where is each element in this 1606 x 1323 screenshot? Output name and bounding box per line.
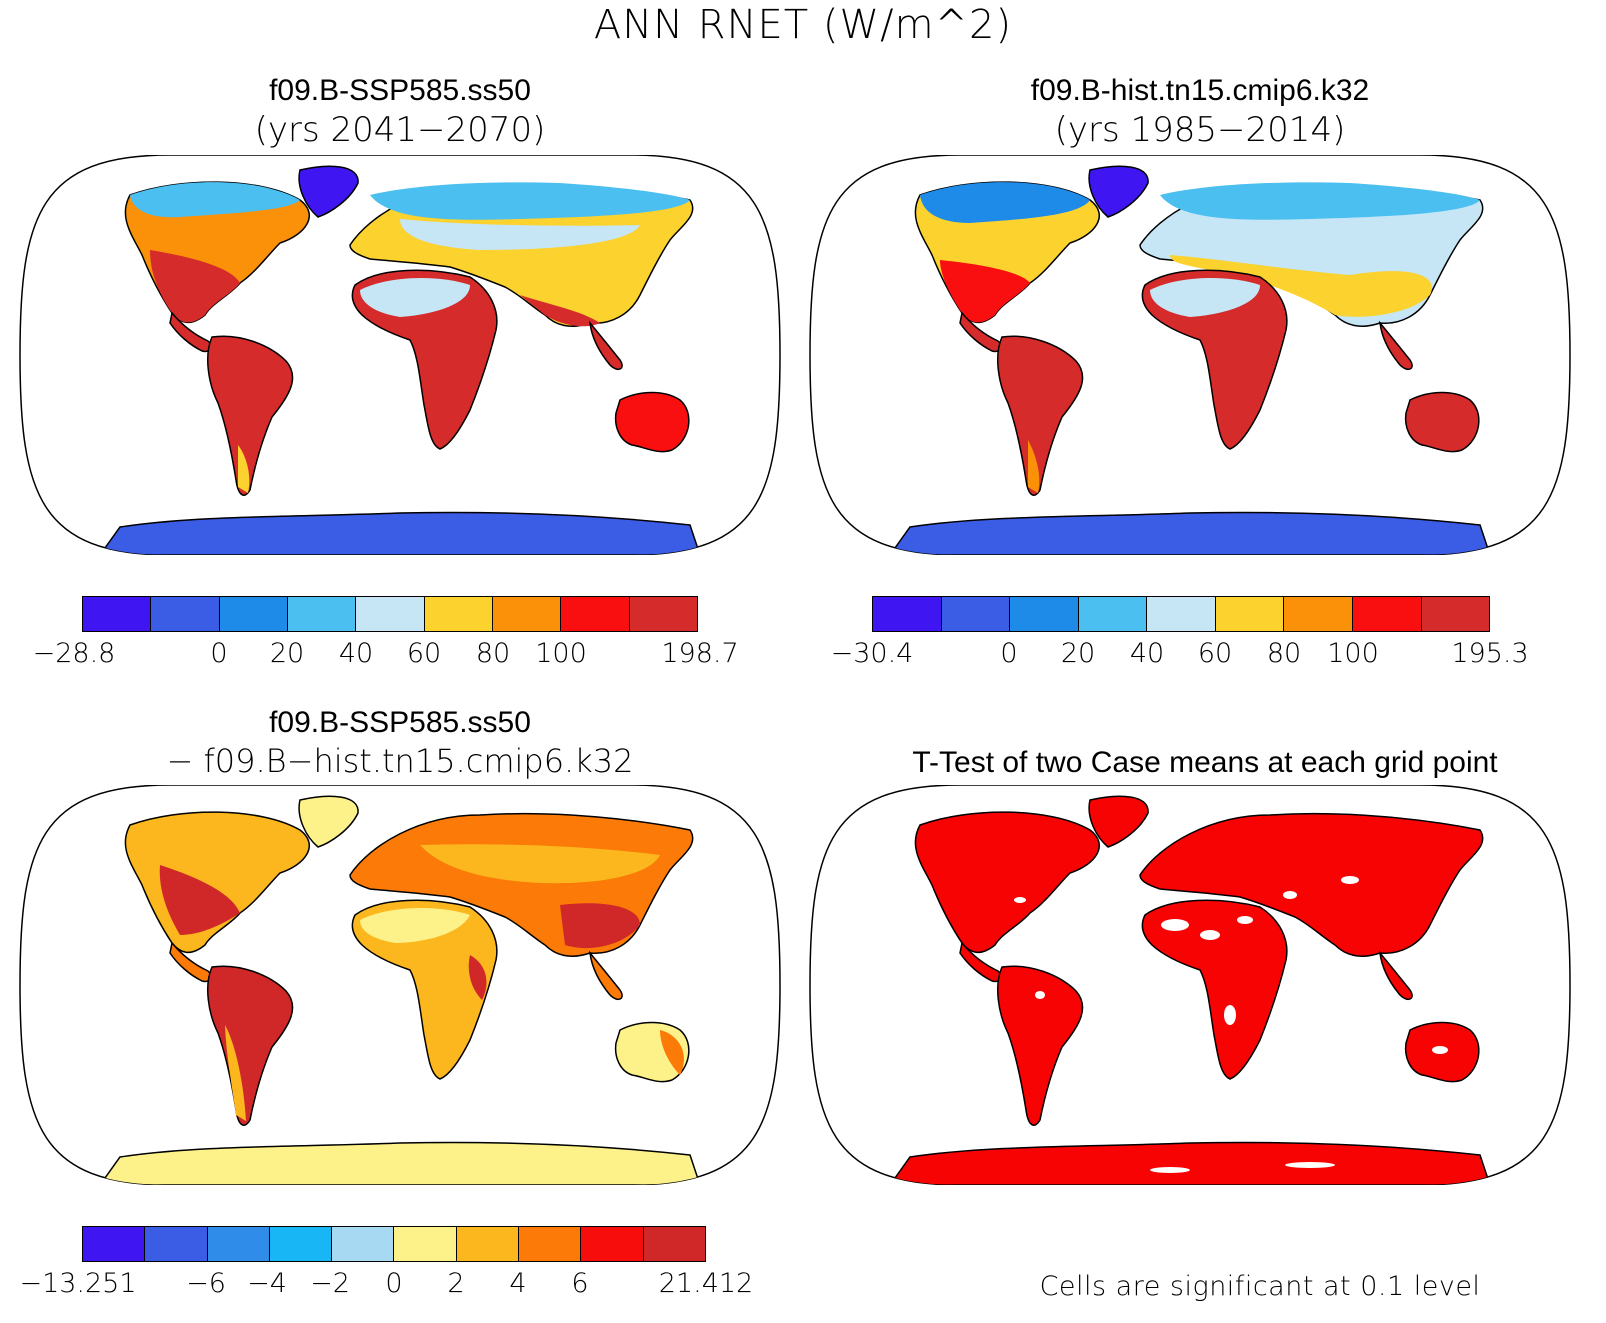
colorbar-label: 0 — [385, 1268, 403, 1299]
ttest-significant-cells — [889, 795, 1491, 1185]
panel-ttest-title: T-Test of two Case means at each grid po… — [912, 746, 1498, 779]
colorbar-swatch — [643, 1227, 705, 1261]
colorbar-swatch — [1284, 597, 1353, 631]
colorbar-swatch — [1078, 597, 1148, 631]
colorbar-swatch — [151, 597, 220, 631]
panel-ttest-map — [809, 785, 1571, 1185]
colorbar-label: 0 — [210, 638, 228, 669]
colorbar-swatch — [456, 1227, 520, 1261]
colorbar-label: 195.3 — [1451, 638, 1529, 669]
panel-diff-title-line2: − f09.B−hist.tn15.cmip6.k32 — [166, 742, 634, 780]
panel-diff-title: f09.B-SSP585.ss50 − f09.B−hist.tn15.cmip… — [60, 706, 740, 780]
colorbar-label: −2 — [310, 1268, 350, 1299]
panel-diff-map — [19, 785, 781, 1185]
colorbar-label: 4 — [509, 1268, 527, 1299]
colorbar-swatch — [287, 597, 357, 631]
panel-hist-title-line2: (yrs 1985−2014) — [1054, 110, 1346, 150]
panel-diff-colorbar: −13.251 −6 −4 −2 0 2 4 6 21.412 — [19, 1226, 753, 1299]
colorbar-swatch — [1421, 597, 1490, 631]
colorbar-swatch — [519, 1227, 582, 1261]
colorbar-swatch — [83, 1227, 146, 1261]
colorbar-swatch — [941, 597, 1011, 631]
colorbar-swatch — [629, 597, 697, 631]
colorbar-label: 100 — [535, 638, 587, 669]
colorbar-label: 2 — [447, 1268, 465, 1299]
colorbar-swatch — [145, 1227, 208, 1261]
significance-note: Cells are significant at 0.1 level — [1039, 1271, 1481, 1302]
panel-hist-colorbar: −30.4 0 20 40 60 80 100 195.3 — [831, 596, 1529, 669]
colorbar-swatch — [492, 597, 562, 631]
colorbar-swatch — [561, 597, 630, 631]
panel-ssp585-title-line1: f09.B-SSP585.ss50 — [269, 74, 531, 107]
panel-hist-map — [809, 155, 1571, 555]
colorbar-swatch — [207, 1227, 270, 1261]
colorbar-label: −13.251 — [19, 1268, 137, 1299]
colorbar-label: −6 — [186, 1268, 226, 1299]
colorbar-swatch — [219, 597, 288, 631]
colorbar-swatch — [1215, 597, 1285, 631]
colorbar-label: −4 — [247, 1268, 287, 1299]
panel-hist-title-line1: f09.B-hist.tn15.cmip6.k32 — [1030, 74, 1370, 107]
colorbar-label: 198.7 — [661, 638, 739, 669]
colorbar-swatch — [269, 1227, 333, 1261]
colorbar-swatch — [83, 597, 152, 631]
colorbar-label: 21.412 — [658, 1268, 754, 1299]
colorbar-label: −28.8 — [32, 638, 116, 669]
colorbar-label: 0 — [1000, 638, 1018, 669]
colorbar-label: 60 — [406, 638, 442, 669]
panel-diff-title-line1: f09.B-SSP585.ss50 — [269, 706, 531, 739]
colorbar-swatch — [581, 1227, 644, 1261]
colorbar-swatch — [1147, 597, 1216, 631]
colorbar-label: 20 — [1060, 638, 1096, 669]
colorbar-swatch — [394, 1227, 457, 1261]
colorbar-label: −30.4 — [830, 638, 914, 669]
colorbar-label: 80 — [475, 638, 511, 669]
colorbar-label: 40 — [338, 638, 374, 669]
colorbar-swatches — [82, 596, 698, 632]
figure-title: ANN RNET (W/m^2) — [593, 2, 1013, 48]
colorbar-label: 60 — [1197, 638, 1233, 669]
panel-ssp585-title: f09.B-SSP585.ss50 (yrs 2041−2070) — [80, 74, 720, 150]
colorbar-swatch — [1352, 597, 1422, 631]
colorbar-label: 6 — [571, 1268, 589, 1299]
colorbar-label: 40 — [1129, 638, 1165, 669]
colorbar-label: 100 — [1327, 638, 1379, 669]
colorbar-swatches — [872, 596, 1490, 632]
colorbar-label: 20 — [269, 638, 305, 669]
panel-ssp585-colorbar: −28.8 0 20 40 60 80 100 198.7 — [33, 596, 739, 669]
colorbar-label: 80 — [1266, 638, 1302, 669]
colorbar-swatch — [424, 597, 493, 631]
panel-hist-title: f09.B-hist.tn15.cmip6.k32 (yrs 1985−2014… — [880, 74, 1520, 150]
panel-ssp585-map — [19, 155, 781, 555]
panel-ssp585-title-line2: (yrs 2041−2070) — [254, 110, 546, 150]
colorbar-swatch — [356, 597, 425, 631]
colorbar-swatch — [873, 597, 942, 631]
colorbar-swatches — [82, 1226, 706, 1262]
colorbar-swatch — [1010, 597, 1079, 631]
colorbar-swatch — [332, 1227, 395, 1261]
